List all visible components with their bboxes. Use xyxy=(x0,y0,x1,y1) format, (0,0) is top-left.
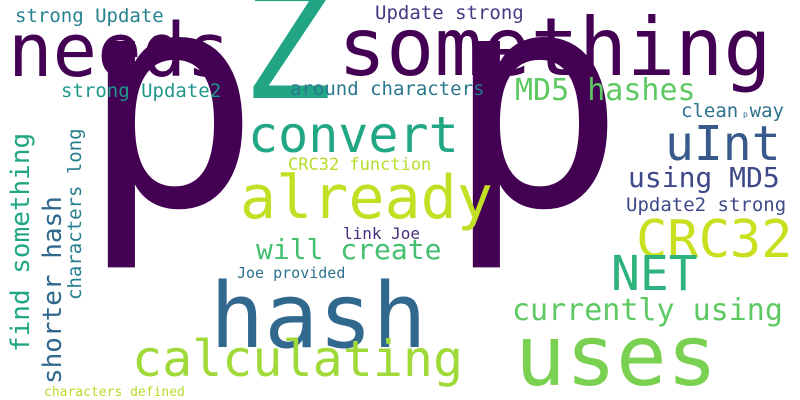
cloud-word: characters defined xyxy=(44,385,185,400)
cloud-word: NET xyxy=(611,246,698,302)
cloud-word: calculating xyxy=(132,330,464,388)
cloud-word: already xyxy=(240,163,493,233)
cloud-word: MD5 hashes xyxy=(515,73,696,108)
cloud-word: find something xyxy=(6,132,36,352)
cloud-word: characters long xyxy=(64,128,86,300)
cloud-word: CRC32 function xyxy=(288,155,432,175)
cloud-word: p xyxy=(445,0,626,276)
cloud-word: Update strong xyxy=(375,2,524,24)
cloud-word: Update2 strong xyxy=(626,194,787,216)
cloud-word: uInt xyxy=(665,116,781,172)
cloud-word: around characters xyxy=(290,78,485,100)
cloud-word: uses xyxy=(515,307,718,400)
cloud-word: Z xyxy=(242,0,333,134)
cloud-word: using MD5 xyxy=(628,161,780,194)
cloud-word: CRC32 xyxy=(636,210,793,270)
cloud-word: will create xyxy=(256,233,442,266)
cloud-word: strong Update xyxy=(15,5,164,27)
cloud-word: clean way xyxy=(681,100,784,122)
cloud-word: strong Update2 xyxy=(61,80,222,102)
cloud-word: p xyxy=(80,0,261,276)
cloud-word: link Joe xyxy=(343,224,421,243)
cloud-word: something xyxy=(338,1,772,94)
cloud-word: p xyxy=(743,110,748,119)
cloud-word: Joe provided xyxy=(237,264,346,282)
cloud-word: hash xyxy=(210,264,427,369)
cloud-word: needs xyxy=(8,8,231,94)
cloud-word: currently using xyxy=(512,293,783,328)
cloud-word: shorter hash xyxy=(38,196,68,384)
cloud-word: convert xyxy=(248,106,459,164)
